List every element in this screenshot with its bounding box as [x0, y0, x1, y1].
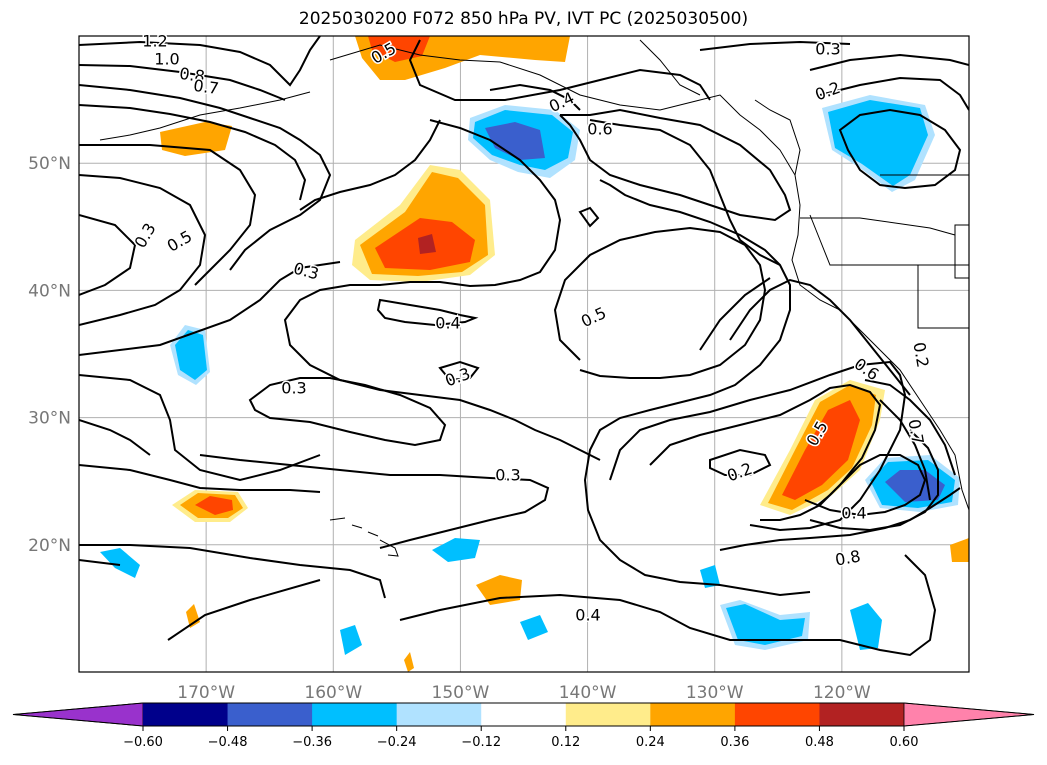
negative-anomaly [100, 548, 140, 578]
colorbar-segment [819, 703, 905, 726]
coastlines [99, 39, 969, 557]
positive-anomaly [195, 496, 233, 515]
colorbar-segment [481, 703, 567, 726]
colorbar-tick-label: 0.24 [636, 735, 665, 750]
longitude-tick-label: 120°W [813, 683, 871, 703]
colorbar-segment [734, 703, 820, 726]
contour-label: 0.6 [587, 120, 612, 139]
latitude-tick-label: 20°N [28, 536, 71, 556]
contour-label: 1.2 [142, 32, 167, 51]
longitude-tick-label: 140°W [559, 683, 617, 703]
contour-label: 0.4 [575, 606, 600, 625]
positive-anomaly [160, 122, 232, 156]
contour-label: 0.2 [909, 341, 932, 369]
contour-label: 0.2 [812, 78, 842, 105]
contour-label: 0.7 [904, 418, 927, 446]
contour-label: 0.3 [281, 379, 306, 398]
latitude-tick-label: 40°N [28, 281, 71, 301]
colorbar-tick-label: 0.12 [551, 735, 580, 750]
contour-label: 0.3 [815, 40, 840, 59]
contour-label: 0.3 [495, 466, 520, 485]
negative-anomaly [850, 603, 882, 650]
negative-anomaly [485, 122, 545, 160]
colorbar-segment [565, 703, 651, 726]
latitude-tick-label: 50°N [28, 154, 71, 174]
colorbar-tick-label: −0.12 [461, 735, 501, 750]
positive-anomaly [418, 234, 436, 254]
positive-anomaly [404, 652, 414, 672]
colorbar-extend-max [903, 702, 1035, 727]
colorbar-tick-label: −0.48 [208, 735, 248, 750]
contour-label: 0.8 [834, 546, 862, 569]
contour-lines [79, 36, 969, 657]
positive-anomaly [186, 604, 200, 628]
longitude-tick-label: 160°W [304, 683, 362, 703]
contour-label: 0.5 [578, 303, 609, 331]
negative-anomaly [700, 565, 720, 588]
colorbar-segment [143, 703, 229, 726]
positive-anomaly [782, 400, 860, 500]
shaded-fields [100, 36, 969, 672]
colorbar-tick-label: 0.36 [720, 735, 749, 750]
contour-label: 0.2 [724, 459, 754, 486]
colorbar-segment [227, 703, 313, 726]
colorbar-extend-min [12, 702, 144, 727]
latitude-labels: 50°N 40°N 30°N 20°N [28, 154, 71, 556]
longitude-tick-label: 150°W [432, 683, 490, 703]
colorbar-segment [650, 703, 736, 726]
contour-label: 0.6 [851, 354, 883, 384]
contour-label: 0.3 [442, 364, 472, 391]
latitude-tick-label: 30°N [28, 409, 71, 429]
contour-label: 0.7 [192, 76, 220, 98]
negative-anomaly [828, 100, 928, 186]
colorbar-tick-label: −0.24 [377, 735, 417, 750]
negative-anomaly [520, 615, 548, 640]
map-frame [78, 35, 970, 673]
colorbar-tick-label: 0.60 [890, 735, 919, 750]
contour-label: 0.4 [435, 314, 460, 333]
colorbar-tick-label: −0.36 [292, 735, 332, 750]
contour-label: 0.5 [164, 227, 196, 256]
longitude-tick-label: 130°W [686, 683, 744, 703]
positive-anomaly [950, 538, 969, 562]
contour-label: 1.0 [154, 50, 179, 69]
negative-anomaly [340, 625, 362, 655]
colorbar-segment [312, 703, 398, 726]
map-title: 2025030200 F072 850 hPa PV, IVT PC (2025… [298, 9, 749, 29]
colorbar: −0.60 −0.48 −0.36 −0.24 −0.12 0.12 0.24 0.36 0.4… [12, 702, 1035, 750]
contour-label: 0.4 [841, 504, 866, 523]
colorbar-tick-label: −0.60 [123, 735, 163, 750]
colorbar-segment [396, 703, 482, 726]
positive-anomaly [368, 36, 430, 62]
colorbar-tick-label: 0.48 [805, 735, 834, 750]
map-area [79, 36, 969, 672]
negative-anomaly [726, 604, 805, 645]
longitude-tick-label: 170°W [177, 683, 235, 703]
longitude-labels: 170°W 160°W 150°W 140°W 130°W 120°W [177, 683, 871, 703]
contour-label: 0.8 [178, 64, 206, 86]
negative-anomaly [175, 330, 207, 380]
contour-label: 0.3 [292, 259, 322, 284]
negative-anomaly [432, 538, 480, 562]
